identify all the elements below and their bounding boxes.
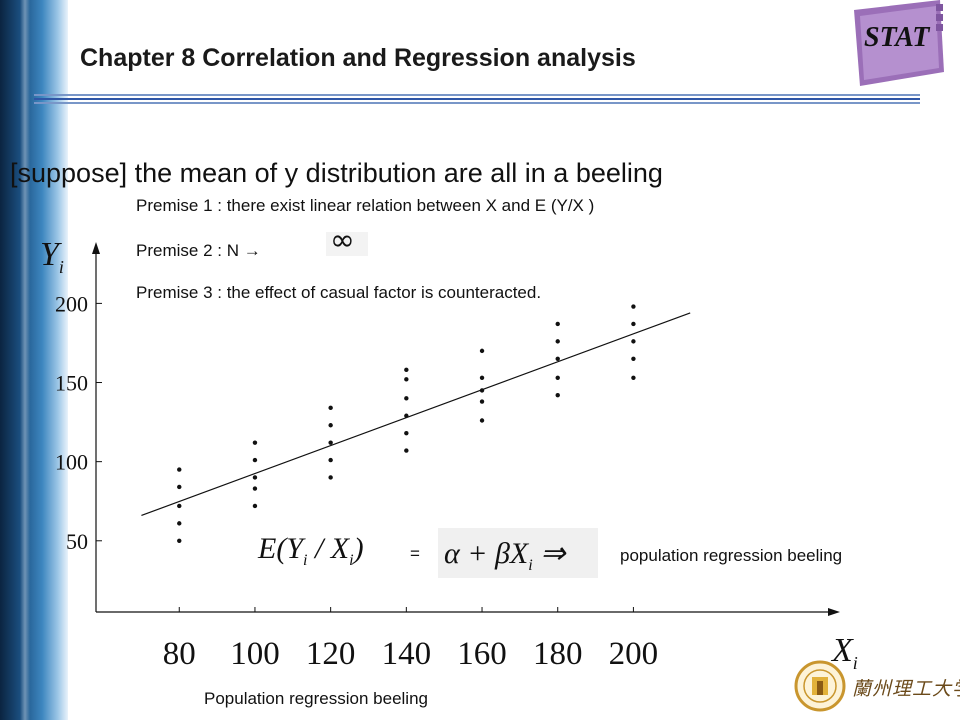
- x-axis-arrow: [828, 608, 840, 616]
- data-point: [555, 356, 560, 361]
- premise-3: Premise 3 : the effect of casual factor …: [136, 283, 542, 302]
- data-point: [252, 440, 258, 445]
- infinity-box: [326, 232, 368, 256]
- axes: [92, 242, 840, 616]
- x-tick-label: 180: [533, 636, 583, 672]
- data-point: [328, 475, 333, 480]
- equation-box: [438, 528, 598, 578]
- data-point: [631, 356, 636, 361]
- data-point: [404, 377, 409, 382]
- data-point: [479, 375, 485, 380]
- data-point: [631, 304, 636, 309]
- regression-line: [141, 312, 691, 517]
- university-name: 蘭州理工大学: [852, 678, 960, 700]
- data-point: [555, 321, 560, 327]
- data-point: [404, 367, 409, 373]
- left-decor-bar: [0, 0, 68, 720]
- data-point: [177, 484, 182, 490]
- x-tick-label: 120: [306, 636, 356, 672]
- data-point: [328, 457, 333, 463]
- equation-label: population regression beeling: [620, 546, 843, 565]
- university-logo: [794, 660, 846, 712]
- infinity-symbol: ∞: [330, 223, 355, 258]
- data-point: [252, 457, 258, 463]
- equation-left: E(Yi / Xi): [258, 532, 364, 569]
- stat-logo-text: STAT: [864, 22, 930, 53]
- data-point: [328, 405, 333, 411]
- y-tick-label: 200: [55, 291, 88, 316]
- x-tick-label: 140: [382, 636, 432, 672]
- x-ticks: 80 100 120 140 160 180 200: [163, 607, 658, 672]
- headline: [suppose] the mean of y distribution are…: [10, 158, 663, 188]
- data-point: [252, 486, 258, 491]
- x-tick-label: 160: [457, 636, 507, 672]
- data-point: [404, 448, 409, 453]
- data-point: [479, 418, 485, 423]
- data-point: [177, 538, 182, 543]
- data-point: [631, 321, 636, 327]
- y-ticks: 50 100 150 200: [55, 291, 102, 554]
- x-axis-label: Xi: [832, 632, 858, 673]
- data-point: [631, 339, 636, 344]
- x-tick-label: 200: [609, 636, 659, 672]
- data-point: [631, 375, 636, 380]
- page-title: Chapter 8 Correlation and Regression ana…: [80, 44, 636, 72]
- data-point: [404, 396, 409, 401]
- premise-2: Premise 2 : N →: [136, 241, 261, 260]
- x-tick-label: 80: [163, 636, 196, 672]
- data-point: [404, 430, 409, 436]
- y-tick-label: 150: [55, 371, 88, 396]
- equation-right: α + βXi ⇒: [444, 537, 566, 574]
- data-point: [328, 423, 333, 428]
- data-point: [555, 392, 560, 398]
- header-divider: [34, 94, 920, 108]
- equation-equals: =: [410, 544, 420, 563]
- stat-logo: [854, 0, 944, 86]
- data-point: [177, 521, 182, 526]
- left-decor-highlight: [20, 0, 30, 720]
- data-point: [252, 503, 258, 509]
- data-point: [555, 339, 560, 344]
- regression-line-group: [141, 312, 691, 517]
- data-point: [555, 375, 560, 380]
- y-axis-arrow: [92, 242, 100, 254]
- data-point: [252, 475, 258, 480]
- data-point: [479, 399, 485, 404]
- y-axis-label: Yi: [40, 236, 64, 277]
- y-tick-label: 100: [55, 450, 88, 475]
- data-point: [328, 440, 333, 445]
- x-tick-label: 100: [230, 636, 280, 672]
- y-tick-label: 50: [66, 529, 88, 554]
- chart-caption: Population regression beeling: [204, 689, 428, 708]
- premise-1: Premise 1 : there exist linear relation …: [136, 196, 595, 215]
- data-points: [177, 304, 636, 543]
- data-point: [479, 348, 485, 354]
- data-point: [177, 467, 182, 472]
- data-point: [177, 503, 182, 509]
